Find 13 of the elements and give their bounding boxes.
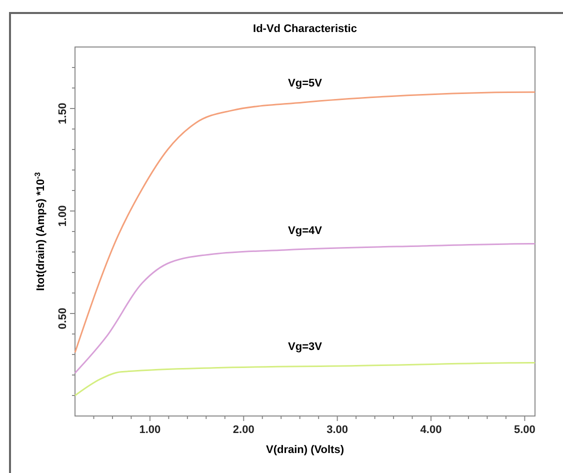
x-tick-label: 1.00 xyxy=(139,424,161,436)
y-tick-label: 1.00 xyxy=(57,205,69,227)
x-axis-title: V(drain) (Volts) xyxy=(266,444,344,456)
series-label: Vg=3V xyxy=(288,340,323,353)
y-tick-label: 0.50 xyxy=(57,308,69,330)
chart-title: Id-Vd Characteristic xyxy=(253,23,357,35)
series-label: Vg=4V xyxy=(288,224,323,237)
x-tick-label: 2.00 xyxy=(232,424,254,436)
x-tick-label: 5.00 xyxy=(514,424,536,436)
x-tick-label: 4.00 xyxy=(420,424,442,436)
series-label: Vg=5V xyxy=(288,77,323,90)
y-tick-label: 1.50 xyxy=(57,102,69,124)
x-tick-label: 3.00 xyxy=(326,424,348,436)
